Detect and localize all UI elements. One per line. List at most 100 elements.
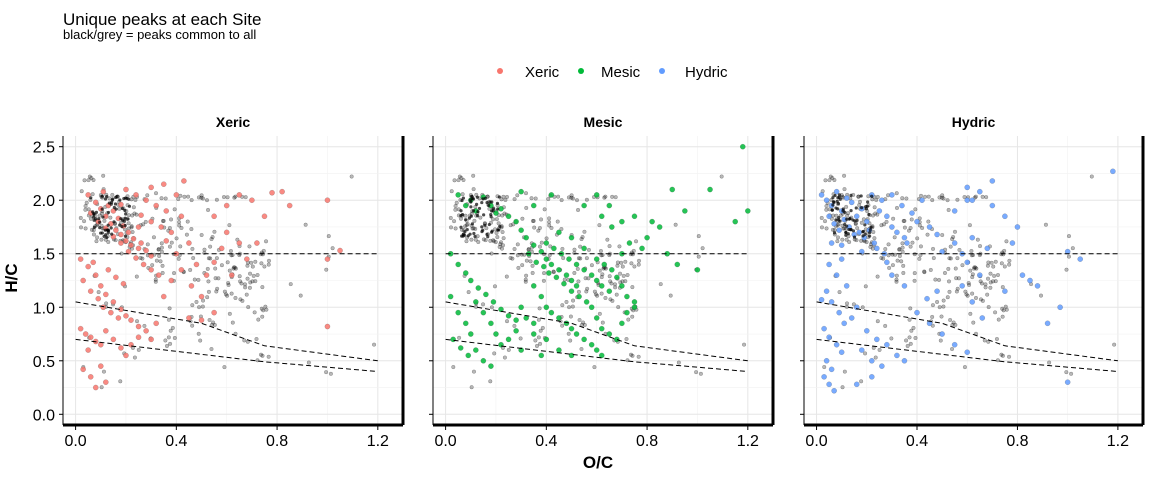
common-point xyxy=(869,225,873,229)
common-point xyxy=(82,178,87,183)
data-point xyxy=(473,299,479,305)
common-point xyxy=(569,195,574,200)
common-point xyxy=(127,204,132,208)
common-point xyxy=(97,213,102,218)
data-point xyxy=(964,197,971,204)
common-point xyxy=(676,360,681,365)
common-point xyxy=(589,263,594,268)
common-point xyxy=(502,355,507,360)
common-point xyxy=(497,195,501,199)
common-point xyxy=(993,279,998,284)
common-point xyxy=(831,203,835,207)
common-point xyxy=(238,297,243,302)
common-point xyxy=(985,276,991,281)
common-point xyxy=(242,282,248,287)
data-point xyxy=(969,299,976,305)
common-point xyxy=(98,226,102,230)
common-point xyxy=(475,214,480,218)
common-point xyxy=(859,194,863,198)
common-point xyxy=(189,198,194,203)
data-point xyxy=(110,299,117,305)
common-point xyxy=(946,266,951,271)
common-point xyxy=(153,279,158,284)
common-point xyxy=(1112,342,1117,347)
data-point xyxy=(821,374,827,380)
common-point xyxy=(520,216,525,221)
common-point xyxy=(226,282,231,288)
common-point xyxy=(842,187,847,192)
common-point xyxy=(167,225,172,231)
common-point xyxy=(978,279,983,284)
data-point xyxy=(244,256,250,262)
common-point xyxy=(140,256,145,261)
common-point xyxy=(999,352,1004,357)
y-tick-label: 1.0 xyxy=(33,300,55,317)
common-point xyxy=(191,256,196,261)
common-point xyxy=(549,225,554,231)
data-point xyxy=(135,245,142,252)
common-point xyxy=(616,305,621,310)
data-point xyxy=(118,231,124,238)
common-point xyxy=(986,260,991,265)
data-point xyxy=(989,178,996,184)
common-point xyxy=(566,331,571,336)
reference-line-2 xyxy=(816,301,1118,362)
common-point xyxy=(247,244,252,249)
common-point xyxy=(99,385,104,390)
common-point xyxy=(905,343,910,349)
common-point xyxy=(872,205,877,210)
data-point xyxy=(826,381,832,388)
common-point xyxy=(570,304,575,309)
common-point xyxy=(875,194,880,199)
common-point xyxy=(990,279,996,284)
x-tick-label: 0.8 xyxy=(636,433,658,450)
common-point xyxy=(456,178,461,183)
reference-line-3 xyxy=(816,338,1118,372)
x-tick-label: 0.4 xyxy=(535,433,557,450)
data-point xyxy=(836,227,842,233)
data-point xyxy=(606,288,613,295)
common-point xyxy=(538,217,544,222)
data-point xyxy=(619,218,625,225)
common-point xyxy=(250,279,255,284)
data-point xyxy=(505,336,512,343)
common-point xyxy=(132,355,137,360)
common-point xyxy=(909,217,914,222)
common-point xyxy=(540,325,545,331)
common-point xyxy=(962,365,968,370)
data-point xyxy=(324,323,331,330)
common-point xyxy=(466,234,470,238)
data-point xyxy=(87,374,94,380)
data-point xyxy=(573,331,580,337)
data-point xyxy=(904,240,910,246)
common-point xyxy=(226,281,231,286)
common-point xyxy=(939,314,944,319)
common-point xyxy=(166,317,171,322)
common-point xyxy=(473,226,478,231)
common-point xyxy=(1000,314,1005,319)
common-point xyxy=(855,226,860,231)
common-point xyxy=(469,237,474,242)
data-point xyxy=(498,306,504,313)
data-point xyxy=(1014,224,1021,230)
data-point xyxy=(939,248,945,255)
common-point xyxy=(159,241,164,246)
common-point xyxy=(153,277,158,282)
common-point xyxy=(625,272,630,278)
common-point xyxy=(200,304,205,309)
common-point xyxy=(956,276,962,281)
data-point xyxy=(163,208,170,214)
data-point xyxy=(493,210,499,216)
data-point xyxy=(871,240,878,246)
common-point xyxy=(832,231,837,235)
common-point xyxy=(973,194,978,199)
common-point xyxy=(225,260,230,265)
common-point xyxy=(630,314,635,319)
common-point xyxy=(470,194,474,198)
chart-title: Unique peaks at each Site xyxy=(63,10,261,29)
common-point xyxy=(202,247,207,252)
data-point xyxy=(979,315,986,321)
common-point xyxy=(1002,264,1007,269)
common-point xyxy=(508,223,513,228)
common-point xyxy=(834,213,839,218)
